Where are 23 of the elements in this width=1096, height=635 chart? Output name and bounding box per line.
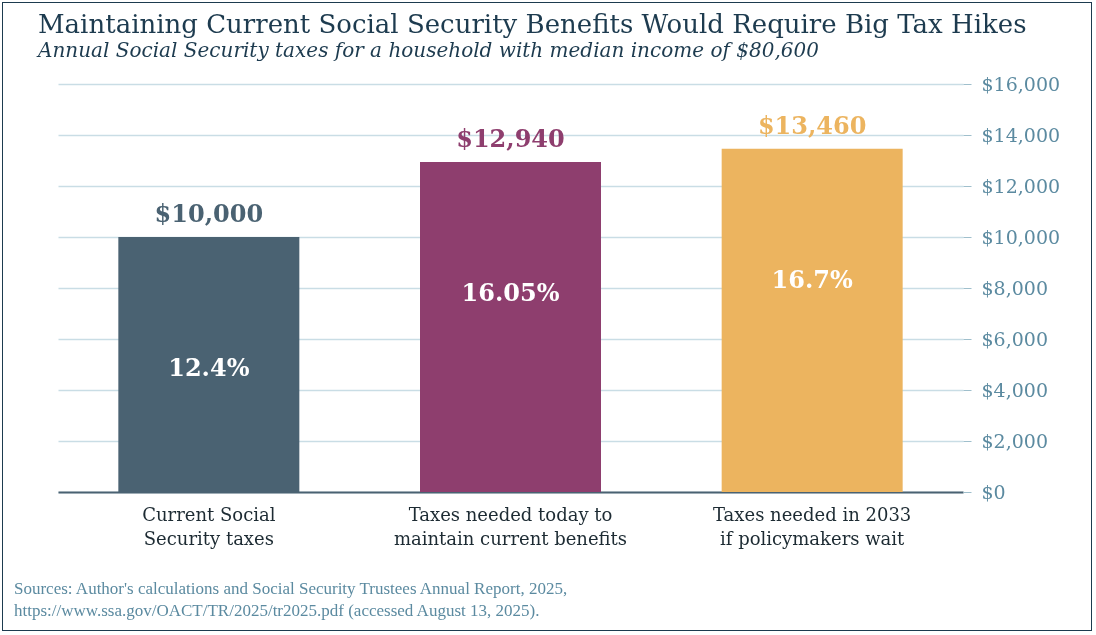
y-tick-label: $2,000 bbox=[981, 429, 1048, 452]
source-note: Sources: Author's calculations and Social Security Trustees Annual Report, 2025, https://www.ssa.gov/OACT/TR/2025/tr2025.pdf (accessed August 13, 2025). bbox=[14, 578, 569, 622]
y-tick-label: $14,000 bbox=[981, 123, 1061, 146]
bar bbox=[420, 162, 601, 492]
y-tick-label: $8,000 bbox=[981, 276, 1048, 299]
y-tick-label: $10,000 bbox=[981, 225, 1061, 248]
data-label: $12,940 bbox=[456, 124, 565, 154]
data-label: $10,000 bbox=[154, 199, 264, 228]
annotation: 12.4% bbox=[168, 353, 250, 382]
annotation: 16.7% bbox=[771, 264, 853, 294]
x-tick-label: Taxes needed in 2033 if policymakers wait bbox=[713, 503, 912, 549]
y-tick-label: $0 bbox=[981, 480, 1006, 503]
y-tick-label: $4,000 bbox=[981, 378, 1048, 401]
data-label: $13,460 bbox=[757, 110, 867, 140]
chart-subtitle: Annual Social Security taxes for a household with median income of $80,600 bbox=[36, 38, 820, 62]
y-tick-label: $12,000 bbox=[981, 174, 1061, 197]
bar bbox=[721, 148, 903, 492]
x-tick-label: Current Social Security taxes bbox=[142, 503, 276, 549]
y-tick-label: $16,000 bbox=[981, 72, 1061, 95]
annotation: 16.05% bbox=[461, 278, 560, 308]
x-tick-label: Taxes needed today to maintain current benefits bbox=[393, 503, 628, 549]
chart-title: Maintaining Current Social Security Benefits Would Require Big Tax Hikes bbox=[38, 9, 1027, 39]
y-tick-label: $6,000 bbox=[981, 327, 1048, 350]
